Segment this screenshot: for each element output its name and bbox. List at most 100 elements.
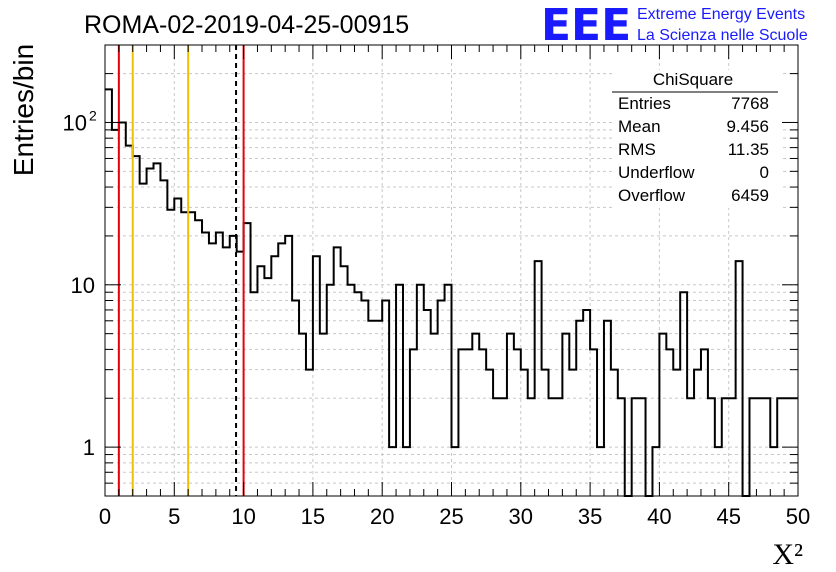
histogram-bin xyxy=(292,301,299,496)
marker-lines xyxy=(117,45,245,496)
histogram-bin xyxy=(708,398,715,496)
histogram-bin xyxy=(729,398,736,496)
histogram-bin xyxy=(514,349,521,496)
histogram-bin xyxy=(306,370,313,496)
histogram-bin xyxy=(389,447,396,496)
histogram-bin xyxy=(417,285,424,496)
stats-header: ChiSquare xyxy=(653,70,733,89)
x-tick-label: 15 xyxy=(301,504,325,529)
logo-line-1: Extreme Energy Events xyxy=(637,6,805,23)
stats-box-background xyxy=(612,70,780,208)
histogram-bin xyxy=(410,349,417,496)
histogram-bin xyxy=(285,236,292,496)
y-tick-label: 1 xyxy=(83,435,95,460)
histogram-bin xyxy=(445,285,452,496)
x-tick-label: 5 xyxy=(168,504,180,529)
histogram-bin xyxy=(756,398,763,496)
stats-label-rms: RMS xyxy=(618,140,656,159)
x-tick-label: 45 xyxy=(716,504,740,529)
histogram-bin xyxy=(722,398,729,496)
histogram-bin xyxy=(181,212,188,496)
histogram-bin xyxy=(652,447,659,496)
histogram-bin xyxy=(112,130,119,496)
x-tick-label: 40 xyxy=(647,504,671,529)
histogram-bars xyxy=(105,88,798,497)
histogram-bin xyxy=(278,243,285,496)
histogram-bin xyxy=(140,184,147,496)
histogram-bin xyxy=(348,285,355,496)
histogram-bin xyxy=(264,278,271,496)
histogram-bin xyxy=(368,321,375,496)
stats-value-entries: 7768 xyxy=(731,94,769,113)
x-axis-ticks: 0 5 10 15 20 25 30 35 40 45 50 xyxy=(99,45,810,529)
histogram-bin xyxy=(694,370,701,496)
histogram-bin xyxy=(458,349,465,496)
histogram-bin xyxy=(257,266,264,496)
histogram-bin xyxy=(465,349,472,496)
histogram-bin xyxy=(126,146,133,496)
histogram-bin xyxy=(597,447,604,496)
histogram-bin xyxy=(583,310,590,496)
histogram-bin xyxy=(770,447,777,496)
histogram-bin xyxy=(590,349,597,496)
histogram-bin xyxy=(133,156,140,496)
histogram-bin xyxy=(666,349,673,496)
histogram-bin xyxy=(673,370,680,496)
histogram-bin xyxy=(271,256,278,496)
stats-box: ChiSquare Entries 7768 Mean 9.456 RMS 11… xyxy=(612,70,780,208)
histogram-bin xyxy=(251,292,258,496)
histogram-bin xyxy=(507,334,514,496)
histogram-bin xyxy=(493,398,500,496)
histogram-bin xyxy=(715,447,722,496)
histogram-bin xyxy=(327,285,334,496)
histogram-bin xyxy=(687,398,694,496)
histogram-bin xyxy=(611,370,618,496)
x-tick-label: 25 xyxy=(439,504,463,529)
histogram-bin xyxy=(223,247,230,496)
x-tick-label: 35 xyxy=(578,504,602,529)
histogram-bin xyxy=(354,292,361,496)
histogram-bin xyxy=(521,370,528,496)
histogram-bin xyxy=(174,199,181,496)
histogram-bin xyxy=(632,398,639,496)
x-tick-label: 50 xyxy=(786,504,810,529)
histogram-bin xyxy=(209,243,216,496)
histogram-bin xyxy=(320,334,327,496)
histogram-bin xyxy=(500,398,507,496)
histogram-bin xyxy=(396,285,403,496)
stats-label-mean: Mean xyxy=(618,117,661,136)
histogram-bin xyxy=(188,212,195,496)
stats-value-underflow: 0 xyxy=(760,163,769,182)
y-tick-label: 10 xyxy=(71,273,95,298)
histogram-bin xyxy=(549,398,556,496)
y-axis-title: Entries/bin xyxy=(8,44,39,176)
histogram-bin xyxy=(167,210,174,496)
chart-title: ROMA-02-2019-04-25-00915 xyxy=(84,11,409,39)
histogram-bin xyxy=(361,301,368,496)
histogram-bin xyxy=(452,447,459,496)
stats-label-entries: Entries xyxy=(618,94,671,113)
histogram-bin xyxy=(119,122,126,496)
histogram-bin xyxy=(763,398,770,496)
histogram-bin xyxy=(569,370,576,496)
histogram-bin xyxy=(542,370,549,496)
histogram-bin xyxy=(680,292,687,496)
histogram-bin xyxy=(147,169,154,496)
histogram-bin xyxy=(160,180,167,496)
histogram-bin xyxy=(244,223,251,496)
histogram-bin xyxy=(424,310,431,496)
stats-value-mean: 9.456 xyxy=(726,117,769,136)
histogram-bin xyxy=(576,321,583,496)
stats-label-underflow: Underflow xyxy=(618,163,695,182)
histogram-outline xyxy=(105,88,798,497)
stats-value-overflow: 6459 xyxy=(731,186,769,205)
histogram-bin xyxy=(472,334,479,496)
histogram-bin xyxy=(195,220,202,496)
histogram-bin xyxy=(299,334,306,496)
histogram-bin xyxy=(604,321,611,496)
histogram-bin xyxy=(431,334,438,496)
y-tick-label: 10 xyxy=(63,110,87,135)
histogram-bin xyxy=(528,398,535,496)
